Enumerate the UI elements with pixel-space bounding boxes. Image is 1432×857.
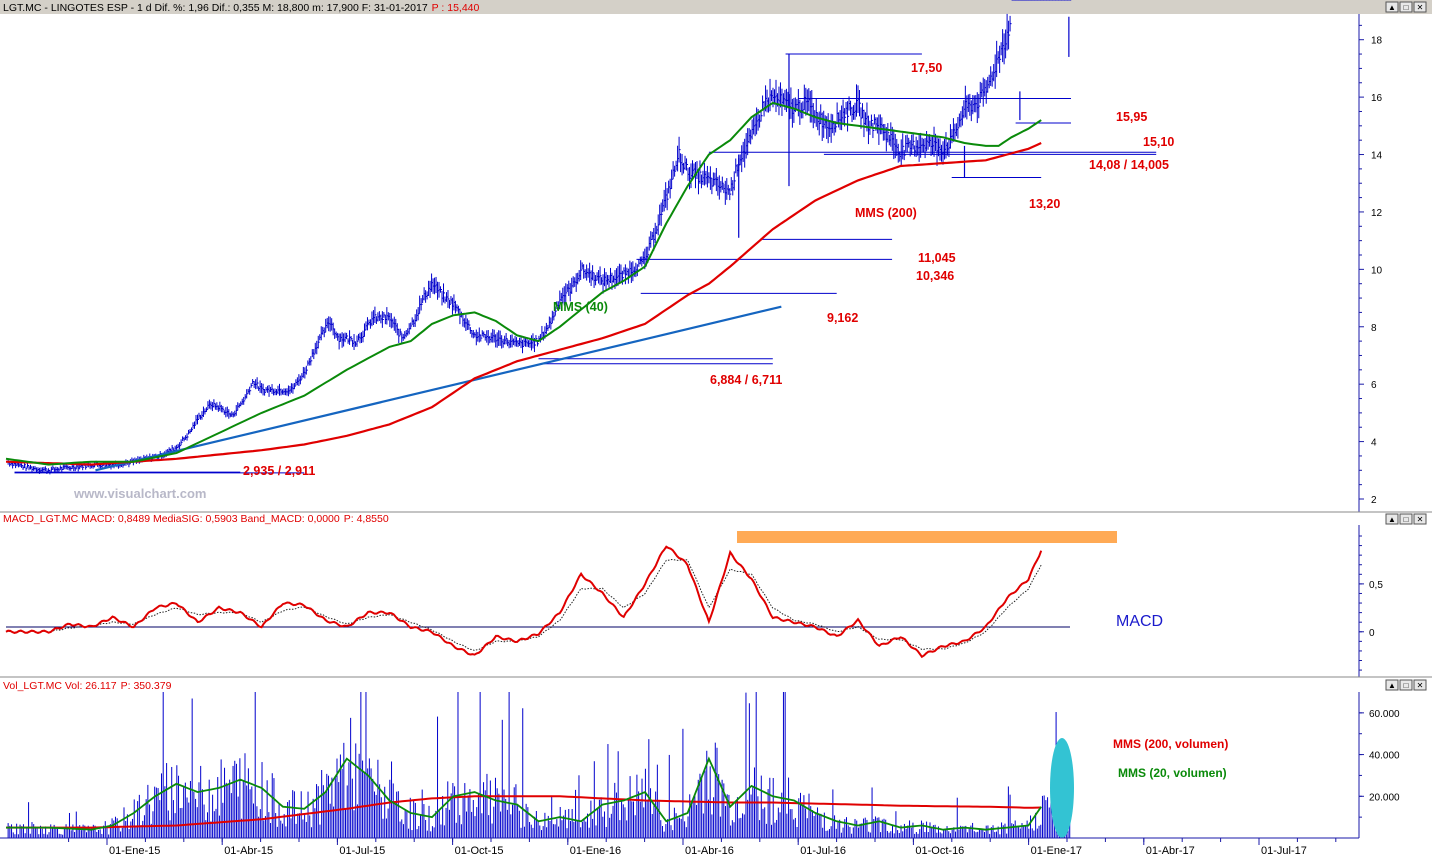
mms40-line: [5, 101, 1042, 466]
volume-y-tick-label: 20.000: [1369, 792, 1400, 803]
mms200-volume-line: [6, 795, 1042, 829]
macd-label: MACD: [1116, 613, 1163, 630]
macd-up-button[interactable]: [1385, 513, 1399, 525]
macd-up-icon: ▲: [1388, 515, 1396, 524]
price-y-tick-label: 2: [1371, 495, 1377, 506]
price-y-tick-label: 6: [1371, 380, 1377, 391]
price-y-tick-label: 10: [1371, 265, 1383, 276]
volume-y-tick-label: 40.000: [1369, 751, 1400, 762]
volume-restore-button[interactable]: [1399, 679, 1413, 691]
price-y-tick-label: 12: [1371, 208, 1383, 219]
panel-restore-button[interactable]: [1399, 1, 1413, 13]
level-label-13-20: 13,20: [1029, 197, 1060, 211]
date-tick-label: 01-Ene-15: [109, 845, 160, 857]
level-label-15-10: 15,10: [1143, 135, 1174, 149]
price-series: [5, 0, 1072, 475]
volume-close-icon: ✕: [1417, 681, 1424, 690]
price-levels: [14, 53, 1157, 474]
macd-window-buttons: ▲ □ ✕: [1385, 513, 1427, 525]
macd-panel: MACD_LGT.MC MACD: 0,8489 MediaSIG: 0,590…: [0, 511, 1432, 677]
macd-highlight-band: [737, 531, 1117, 543]
volume-panel: Vol_LGT.MC Vol: 26.117 P: 350.379 ▲ □ ✕ 6…: [0, 676, 1432, 838]
mms200-label: MMS (200): [855, 206, 917, 220]
date-tick-label: 01-Jul-15: [339, 845, 385, 857]
macd-series: [5, 545, 1043, 659]
date-tick-label: 01-Jul-17: [1261, 845, 1307, 857]
mms40-label: MMS (40): [553, 300, 608, 314]
date-tick-label: 01-Abr-16: [685, 845, 734, 857]
level-label-10-346: 10,346: [916, 269, 954, 283]
mms20-volume-label: MMS (20, volumen): [1118, 766, 1227, 780]
volume-highlight-ellipse: [1050, 738, 1074, 838]
level-label-9-162: 9,162: [827, 311, 858, 325]
trend-line: [95, 305, 782, 472]
price-y-ticks: 2 4 6 8 10 12 14 16 18: [1359, 24, 1383, 506]
panel-up-button[interactable]: [1385, 1, 1399, 13]
panel-restore-icon: □: [1404, 3, 1409, 12]
watermark: www.visualchart.com: [73, 486, 206, 501]
level-label-17-50: 17,50: [911, 61, 942, 75]
date-tick-label: 01-Ene-16: [570, 845, 621, 857]
volume-up-icon: ▲: [1388, 681, 1396, 690]
date-axis: 01-Ene-15 01-Abr-15 01-Jul-15 01-Oct-15 01-E…: [0, 837, 1359, 857]
date-ticks: 01-Ene-15 01-Abr-15 01-Jul-15 01-Oct-15 01-E…: [68, 838, 1337, 857]
date-tick-label: 01-Ene-17: [1031, 845, 1082, 857]
price-panel-title: LGT.MC - LINGOTES ESP - 1 d Dif. %: 1,96…: [3, 2, 480, 14]
macd-restore-button[interactable]: [1399, 513, 1413, 525]
date-tick-label: 01-Oct-16: [915, 845, 964, 857]
date-tick-label: 01-Jul-16: [800, 845, 846, 857]
level-label-2-935: 2,935 / 2,911: [243, 464, 315, 478]
date-tick-label: 01-Abr-17: [1146, 845, 1195, 857]
date-tick-label: 01-Abr-15: [224, 845, 273, 857]
macd-y-tick-label: 0,5: [1369, 580, 1383, 591]
macd-close-button[interactable]: [1413, 513, 1427, 525]
macd-y-tick-label: 0: [1369, 628, 1375, 639]
mms200-volume-label: MMS (200, volumen): [1113, 737, 1228, 751]
level-label-14-08: 14,08 / 14,005: [1089, 158, 1169, 172]
price-y-tick-label: 4: [1371, 438, 1377, 449]
panel-close-button[interactable]: [1413, 1, 1427, 13]
macd-close-icon: ✕: [1417, 515, 1424, 524]
macd-line: [5, 545, 1043, 659]
panel-close-icon: ✕: [1417, 3, 1424, 12]
price-annotations: 17,50 15,95 15,10 14,08 / 14,005 13,20 1…: [243, 61, 1174, 478]
price-y-tick-label: 16: [1371, 93, 1383, 104]
panel-up-icon: ▲: [1388, 3, 1396, 12]
volume-panel-title: Vol_LGT.MC Vol: 26.117 P: 350.379: [3, 680, 172, 692]
price-y-tick-label: 14: [1371, 151, 1383, 162]
macd-restore-icon: □: [1404, 515, 1409, 524]
price-panel: LGT.MC - LINGOTES ESP - 1 d Dif. %: 1,96…: [0, 0, 1432, 512]
volume-window-buttons: ▲ □ ✕: [1385, 679, 1427, 691]
price-y-tick-label: 18: [1371, 36, 1383, 47]
level-label-11-045: 11,045: [918, 251, 956, 265]
level-label-6-884: 6,884 / 6,711: [710, 373, 782, 387]
mms20-volume-line: [6, 756, 1042, 831]
price-y-tick-label: 8: [1371, 323, 1377, 334]
volume-up-button[interactable]: [1385, 679, 1399, 691]
macd-y-ticks: 0,50: [1359, 535, 1383, 671]
macd-panel-title: MACD_LGT.MC MACD: 0,8489 MediaSIG: 0,590…: [3, 513, 389, 525]
price-window-buttons: ▲ □ ✕: [1385, 1, 1427, 13]
volume-y-tick-label: 60.000: [1369, 709, 1400, 720]
price-panel-titlebar: [0, 0, 1432, 14]
level-label-15-95: 15,95: [1116, 110, 1147, 124]
date-tick-label: 01-Oct-15: [455, 845, 504, 857]
volume-series: [6, 756, 1042, 831]
volume-close-button[interactable]: [1413, 679, 1427, 691]
mms200-line: [5, 142, 1042, 466]
volume-y-ticks: 60.000 40.000 20.000: [1359, 709, 1400, 818]
volume-restore-icon: □: [1404, 681, 1409, 690]
macd-panel-titlebar: [0, 512, 1432, 525]
